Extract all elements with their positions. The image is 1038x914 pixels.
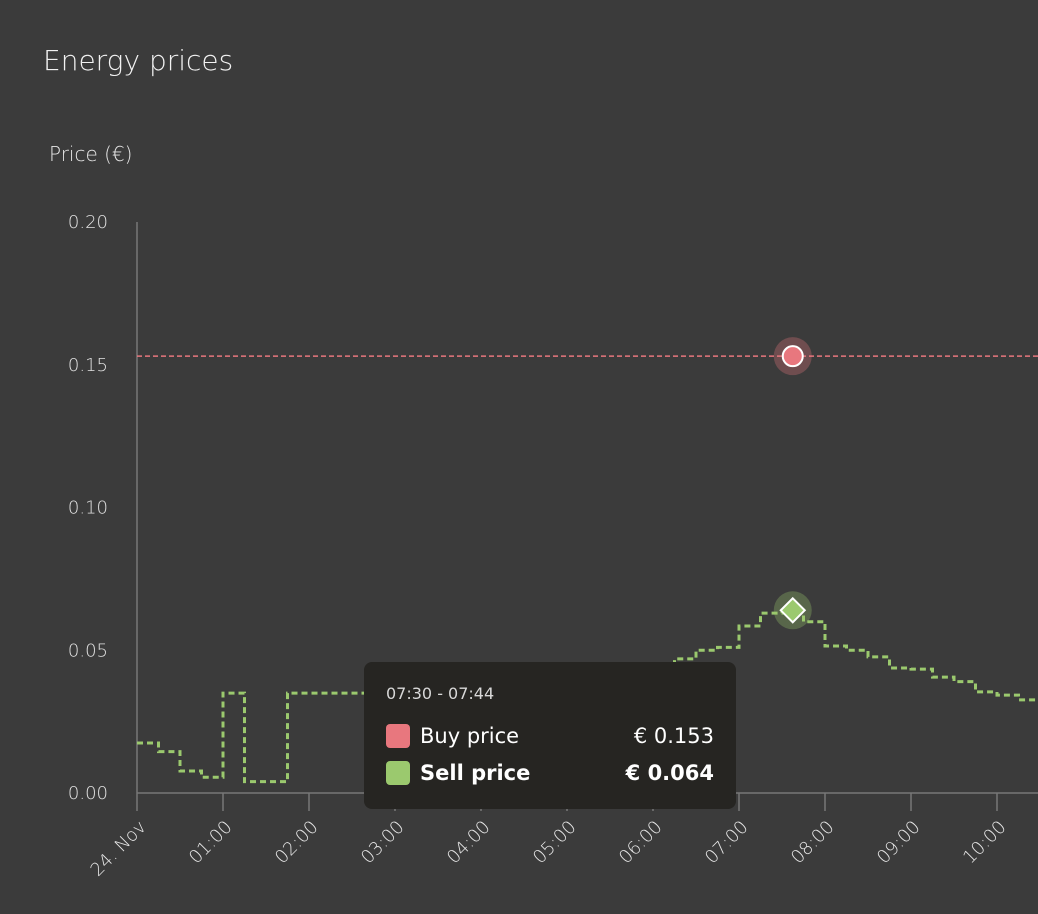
tooltip-value: € 0.153	[633, 723, 714, 748]
x-tick-label: 10:00	[959, 817, 1011, 869]
tooltip-row-buy: Buy price € 0.153	[386, 717, 714, 754]
x-tick-label: 24. Nov	[87, 817, 151, 881]
x-tick-label: 09:00	[873, 817, 925, 869]
y-tick-label: 0.15	[68, 355, 108, 376]
x-tick-label: 01:00	[185, 817, 237, 869]
x-tick-label: 07:00	[701, 817, 753, 869]
x-tick-label: 02:00	[271, 817, 323, 869]
x-tick-label: 06:00	[615, 817, 667, 869]
sell-price-marker	[779, 596, 807, 624]
x-tick-label: 04:00	[443, 817, 495, 869]
y-tick-label: 0.20	[68, 212, 108, 233]
buy-price-marker	[781, 345, 804, 368]
chart-tooltip: 07:30 - 07:44 Buy price € 0.153 Sell pri…	[364, 662, 736, 809]
tooltip-time: 07:30 - 07:44	[386, 684, 495, 703]
y-axis-label: Price (€)	[49, 142, 132, 166]
buy-price-swatch	[386, 723, 410, 748]
tooltip-label: Buy price	[420, 723, 520, 748]
x-tick-label: 08:00	[787, 817, 839, 869]
y-tick-label: 0.05	[68, 640, 108, 661]
x-tick-label: 03:00	[357, 817, 409, 869]
chart-title: Energy prices	[43, 44, 234, 77]
tooltip-value: € 0.064	[625, 760, 714, 785]
y-tick-label: 0.10	[68, 498, 108, 519]
tooltip-row-sell: Sell price € 0.064	[386, 754, 714, 791]
y-tick-label: 0.00	[68, 783, 108, 804]
x-tick-label: 05:00	[529, 817, 581, 869]
sell-price-swatch	[386, 760, 410, 785]
tooltip-label: Sell price	[420, 760, 531, 785]
